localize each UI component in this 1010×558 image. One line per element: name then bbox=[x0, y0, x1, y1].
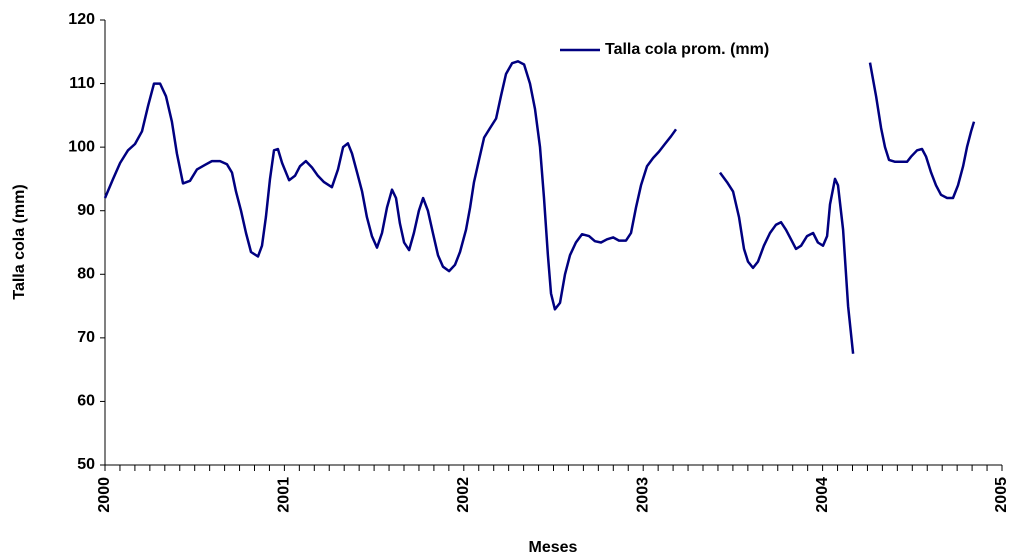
y-tick-label: 50 bbox=[77, 456, 95, 473]
x-tick-label: 2002 bbox=[455, 477, 472, 513]
y-tick-label: 70 bbox=[77, 329, 95, 346]
y-tick-label: 110 bbox=[69, 75, 95, 92]
y-axis-title: Talla cola (mm) bbox=[11, 184, 28, 299]
y-tick-label: 120 bbox=[68, 11, 95, 28]
y-tick-label: 60 bbox=[77, 393, 95, 410]
x-tick-label: 2004 bbox=[814, 477, 831, 513]
y-tick-label: 90 bbox=[77, 202, 95, 219]
data-line bbox=[103, 60, 976, 354]
x-tick-label: 2003 bbox=[634, 477, 651, 513]
x-tick-label: 2001 bbox=[276, 477, 293, 513]
legend-label: Talla cola prom. (mm) bbox=[605, 41, 769, 58]
x-tick-label: 2000 bbox=[96, 477, 113, 513]
x-axis-title: Meses bbox=[529, 539, 578, 556]
y-tick-label: 80 bbox=[77, 266, 95, 283]
y-tick-label: 100 bbox=[68, 138, 95, 155]
x-tick-label: 2005 bbox=[993, 477, 1010, 513]
